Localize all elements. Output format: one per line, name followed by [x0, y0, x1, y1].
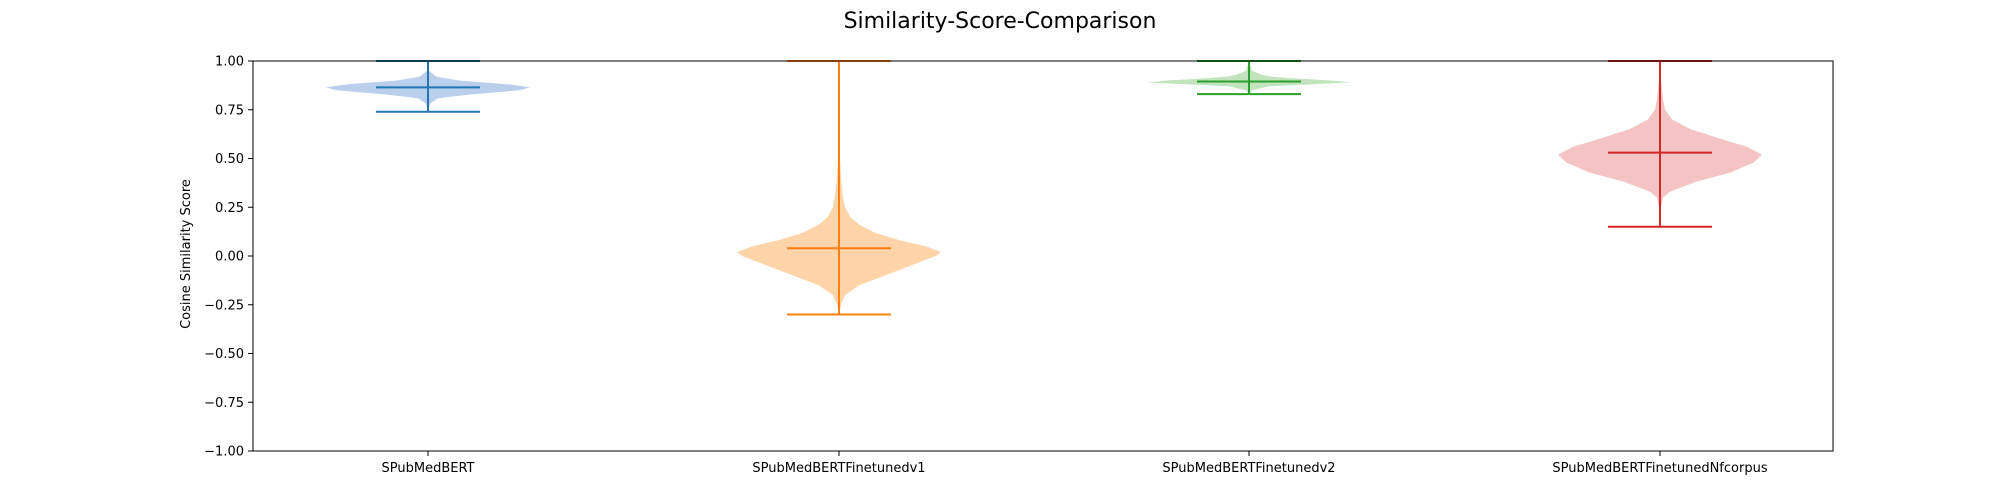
y-tick-label: −1.00	[204, 445, 244, 460]
chart-title: Similarity-Score-Comparison	[844, 9, 1157, 34]
y-tick-label: 0.25	[215, 201, 244, 216]
y-tick-label: 1.00	[215, 55, 244, 70]
y-axis: −1.00 −0.75 −0.50 −0.25 0.00 0.25 0.50 0.75 1.00	[204, 55, 253, 460]
violin-group	[737, 60, 941, 316]
x-tick-label: SPubMedBERTFinetunedv1	[752, 461, 925, 476]
x-tick-label: SPubMedBERTFinetunedNfcorpus	[1552, 461, 1767, 476]
y-tick-label: 0.50	[215, 152, 244, 167]
x-tick-label: SPubMedBERTFinetunedv2	[1162, 461, 1335, 476]
violin-group	[1558, 60, 1762, 228]
violin-group	[326, 60, 530, 113]
y-axis-label: Cosine Similarity Score	[179, 179, 194, 329]
plot-area-frame	[252, 60, 1834, 452]
y-tick-label: −0.75	[204, 396, 244, 411]
violin-group	[1147, 60, 1351, 96]
y-tick-label: 0.00	[215, 250, 244, 265]
x-axis: SPubMedBERT SPubMedBERTFinetunedv1 SPubMed…	[382, 451, 1768, 476]
y-tick-label: 0.75	[215, 103, 244, 118]
violins-layer	[326, 60, 1762, 316]
y-tick-label: −0.50	[204, 347, 244, 362]
y-tick-label: −0.25	[204, 298, 244, 313]
x-tick-label: SPubMedBERT	[382, 461, 475, 476]
